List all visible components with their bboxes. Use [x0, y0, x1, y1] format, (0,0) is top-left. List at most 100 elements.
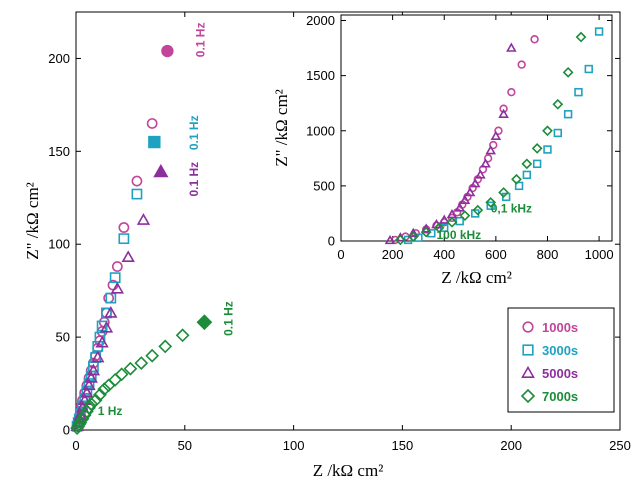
legend-label-5000s: 5000s: [542, 366, 578, 381]
data-point: [553, 128, 563, 138]
data-point: [498, 108, 509, 118]
legend-marker-7000s: [520, 388, 536, 404]
data-point: [118, 222, 130, 233]
data-point: [514, 181, 524, 191]
data-point: [469, 178, 481, 188]
data-point: [494, 126, 503, 135]
data-point: [384, 234, 396, 245]
data-point: [543, 145, 552, 154]
data-point: [483, 154, 493, 163]
y-tick-label: 0: [328, 234, 335, 249]
frequency-annotation: 0.1 Hz: [187, 162, 201, 197]
x-tick-label: 200: [382, 247, 404, 262]
data-point: [407, 231, 419, 242]
series-7000s: [394, 31, 587, 246]
inset-plot: 0 200 400 600 800 1000 0 500 1000 1500 2000 Z /kΩ c…: [272, 13, 614, 287]
data-point: [499, 104, 508, 113]
data-point: [562, 66, 574, 78]
data-point: [414, 233, 423, 242]
data-point: [446, 216, 458, 228]
data-point: [438, 214, 450, 224]
data-point: [84, 397, 99, 411]
data-point-low-frequency: [196, 314, 213, 331]
x-tick-label: 0: [337, 247, 344, 262]
data-point: [84, 371, 98, 383]
data-point: [131, 175, 143, 187]
data-point: [489, 140, 498, 150]
y-tick-label: 150: [48, 144, 70, 159]
data-point: [158, 339, 173, 354]
data-point: [454, 202, 466, 212]
x-tick-label: 100: [283, 438, 305, 453]
legend-label-7000s: 7000s: [542, 389, 578, 404]
y-tick-label: 50: [56, 330, 70, 345]
legend-label-3000s: 3000s: [542, 343, 578, 358]
data-point: [111, 261, 123, 272]
x-axis-title: Z /kΩ cm²: [313, 461, 384, 480]
data-point: [118, 233, 130, 245]
data-point: [80, 385, 94, 398]
data-point: [472, 204, 484, 216]
data-point: [420, 226, 432, 238]
data-point-low-frequency: [161, 44, 174, 58]
data-point: [530, 35, 539, 44]
data-point: [93, 387, 107, 402]
data-point: [134, 356, 149, 371]
data-point: [464, 186, 476, 197]
data-point: [110, 281, 125, 294]
data-point: [394, 234, 406, 246]
data-point: [459, 194, 471, 204]
data-point: [86, 363, 101, 376]
data-point: [475, 169, 486, 179]
y-axis-title: Z" /kΩ cm²: [23, 182, 42, 260]
data-point: [121, 250, 135, 262]
data-point: [498, 187, 509, 198]
data-point: [522, 170, 532, 180]
y-tick-label: 0: [63, 423, 70, 438]
data-point: [485, 145, 496, 155]
data-point: [91, 350, 105, 363]
frequency-annotation: 0.1 Hz: [222, 301, 236, 336]
data-point: [420, 223, 432, 233]
data-point: [517, 60, 526, 69]
y-tick-label: 200: [48, 51, 70, 66]
data-point: [123, 361, 138, 376]
data-point: [486, 201, 495, 210]
data-point: [511, 173, 522, 185]
data-point: [131, 188, 143, 200]
data-point: [459, 210, 471, 222]
series-3000s: [403, 27, 604, 245]
x-tick-label: 50: [178, 438, 192, 453]
data-point: [145, 348, 160, 363]
x-tick-label: 250: [609, 438, 631, 453]
x-tick-label: 150: [392, 438, 414, 453]
x-tick-label: 0: [72, 438, 79, 453]
y-axis-title: Z" /kΩ cm²: [272, 89, 291, 167]
legend: 1000s 3000s 5000s 7000s: [507, 307, 615, 413]
y-tick-label: 100: [48, 237, 70, 252]
data-point: [82, 378, 96, 391]
y-tick-label: 500: [313, 178, 335, 193]
data-point: [99, 320, 114, 333]
legend-label-1000s: 1000s: [542, 320, 578, 335]
frequency-annotation: 0.1 Hz: [187, 115, 201, 150]
data-point: [506, 42, 517, 52]
data-point: [455, 216, 464, 226]
y-tick-label: 1000: [306, 123, 335, 138]
data-point: [114, 367, 129, 382]
data-point: [480, 158, 491, 168]
frequency-annotation: 0.1 Hz: [193, 23, 207, 58]
series-5000s: [384, 42, 517, 245]
data-point: [563, 110, 573, 119]
data-point: [146, 118, 158, 129]
data-point: [175, 328, 190, 343]
data-point: [594, 27, 604, 36]
frequency-annotation: 0,1 kHz: [491, 201, 532, 215]
x-tick-label: 400: [433, 247, 455, 262]
data-point: [575, 31, 587, 43]
data-point: [532, 159, 542, 169]
data-point: [485, 197, 497, 208]
data-point: [490, 130, 502, 141]
x-tick-label: 600: [485, 247, 507, 262]
legend-marker-1000s: [522, 321, 534, 333]
